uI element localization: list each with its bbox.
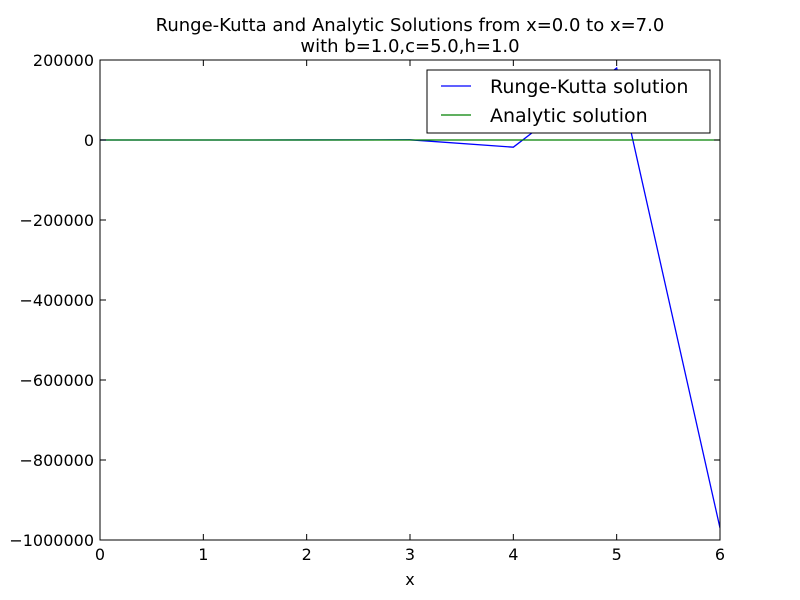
x-tick-label: 0 (95, 545, 105, 564)
x-tick-label: 4 (508, 545, 518, 564)
legend-label-analytic: Analytic solution (490, 105, 648, 127)
chart-subtitle: with b=1.0,c=5.0,h=1.0 (300, 36, 519, 57)
chart-title: Runge-Kutta and Analytic Solutions from … (156, 15, 665, 36)
y-tick-label: 0 (84, 131, 94, 150)
y-tick-label: 200000 (33, 51, 94, 70)
x-tick-label: 2 (302, 545, 312, 564)
legend: Runge-Kutta solution Analytic solution (426, 69, 711, 134)
x-tick-label: 1 (198, 545, 208, 564)
legend-box (426, 69, 711, 134)
y-tick-label: −400000 (20, 291, 94, 310)
x-tick-label: 5 (612, 545, 622, 564)
y-tick-label: −600000 (20, 371, 94, 390)
y-tick-label: −800000 (20, 451, 94, 470)
x-tick-label: 3 (405, 545, 415, 564)
x-axis-label: x (405, 570, 414, 589)
y-tick-label: −1000000 (9, 531, 94, 550)
legend-label-runge-kutta: Runge-Kutta solution (490, 76, 688, 98)
series-layer (100, 66, 720, 529)
ticks: 0 1 2 3 4 5 6 200000 0 −200000 −400000 −600000 −8000… (9, 51, 725, 564)
plot-frame (99, 59, 721, 541)
x-tick-label: 6 (715, 545, 725, 564)
y-tick-label: −200000 (20, 211, 94, 230)
